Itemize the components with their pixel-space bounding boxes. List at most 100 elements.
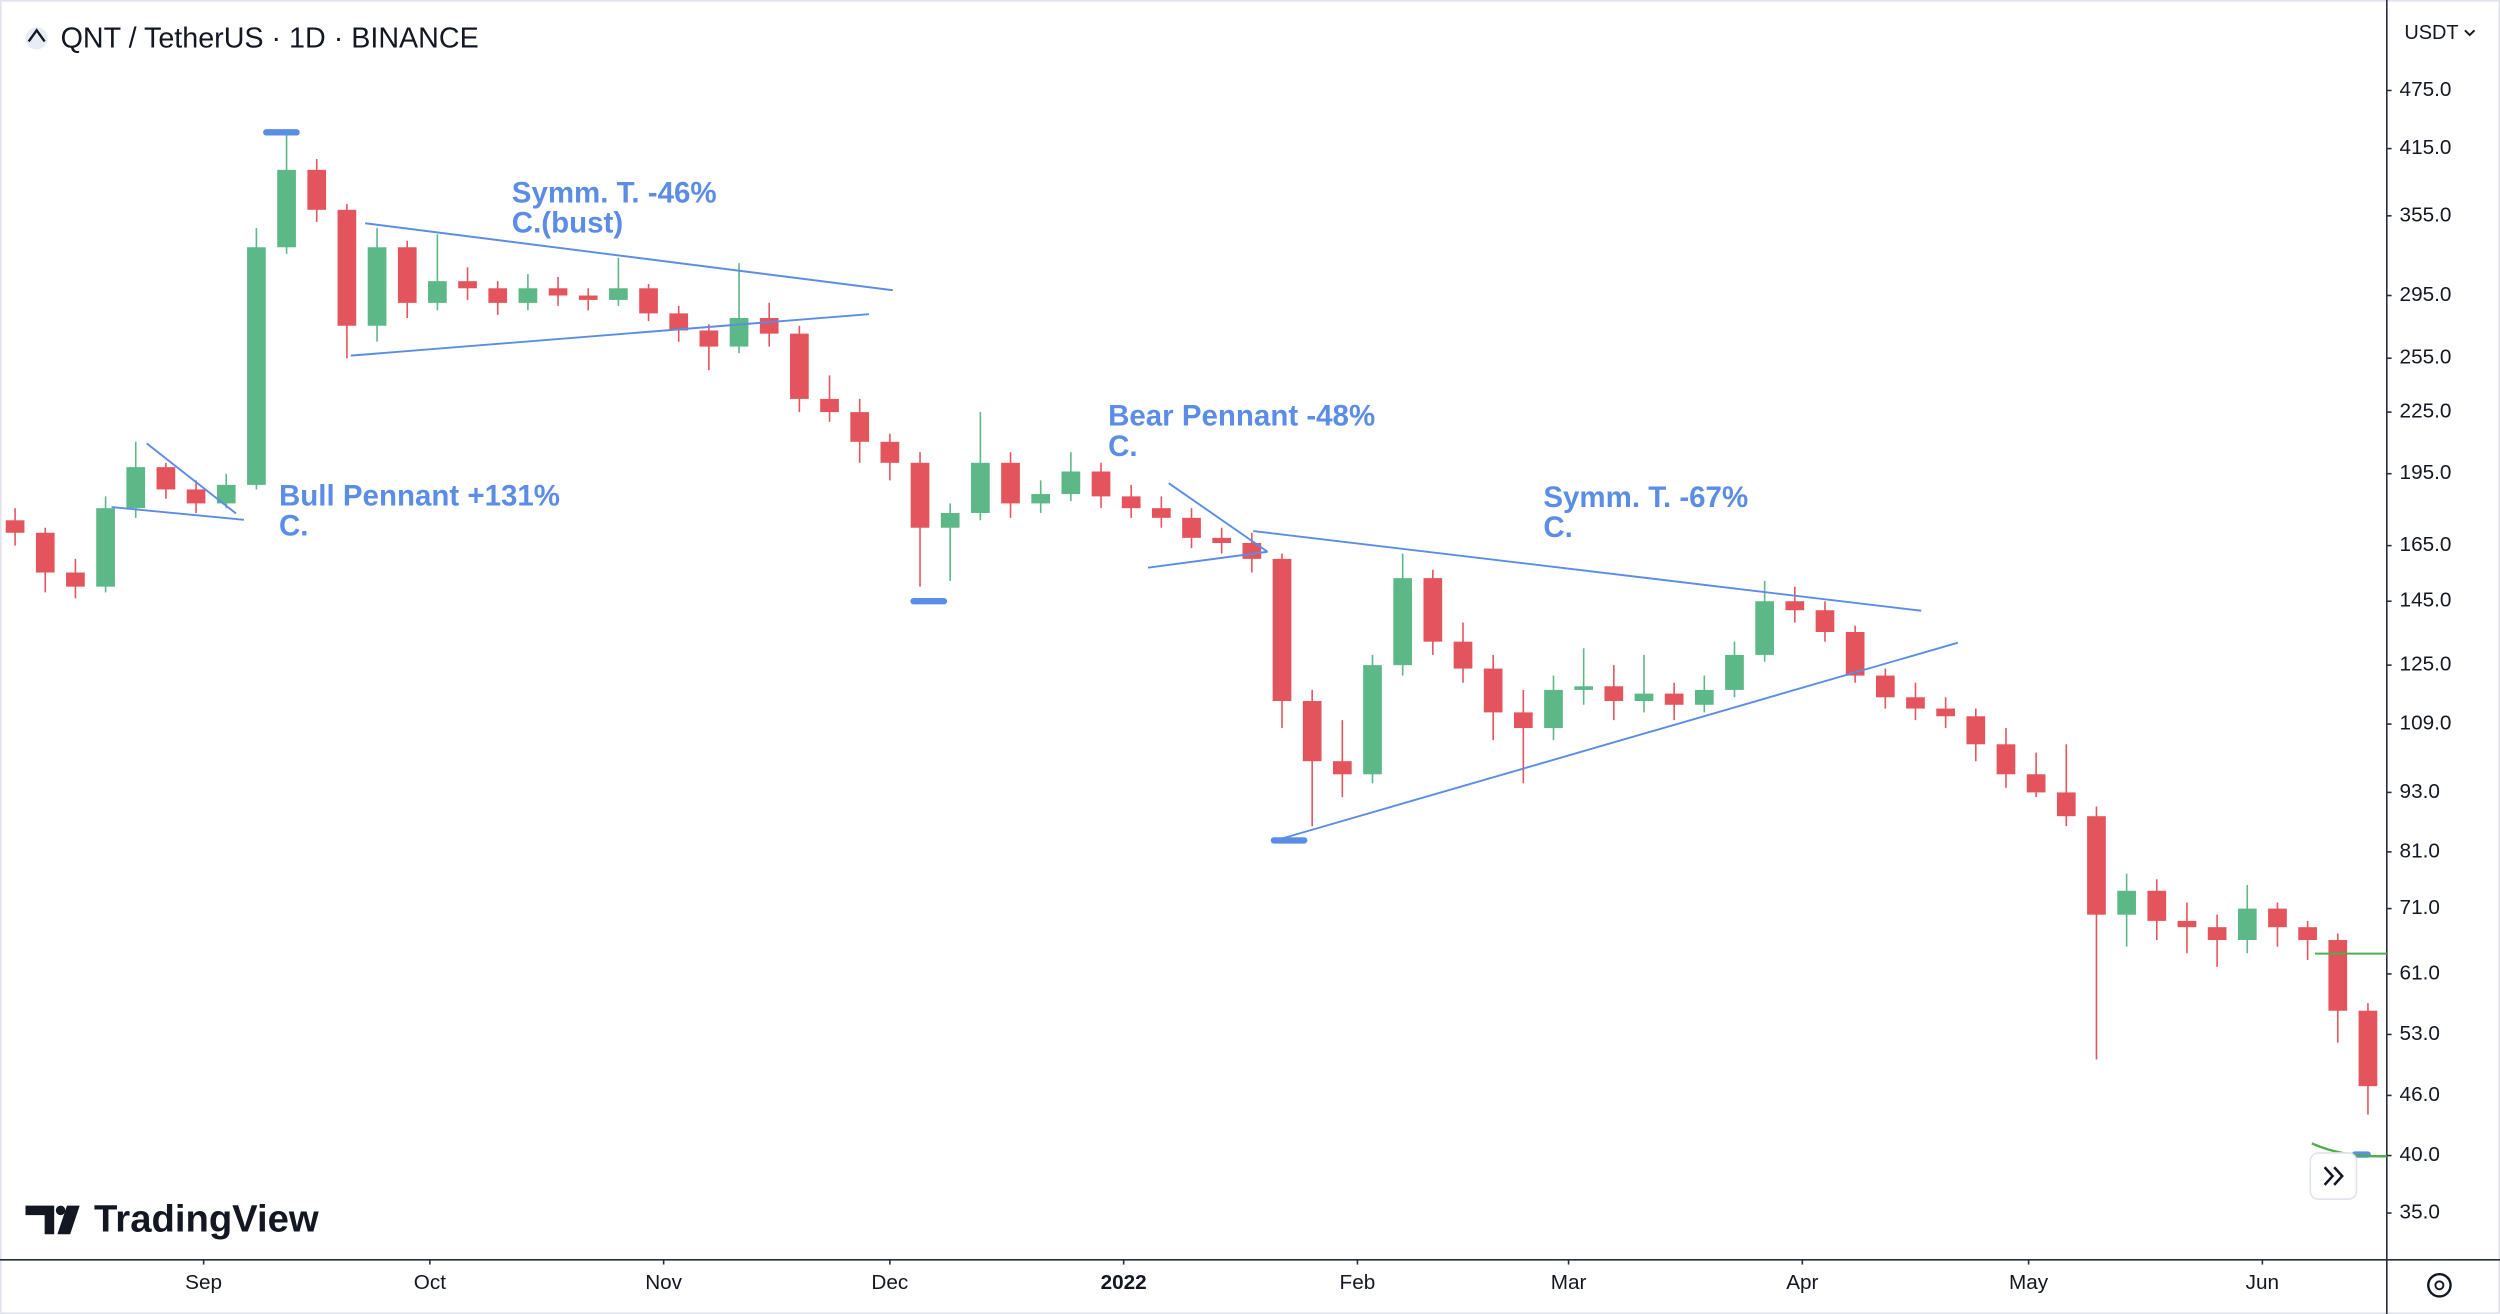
- candle-body: [1664, 693, 1684, 705]
- y-tick-label: 71.0: [2400, 896, 2440, 919]
- x-tick-label: Oct: [414, 1271, 446, 1294]
- candle-body: [458, 281, 477, 289]
- candle-body: [1725, 654, 1744, 690]
- candle-body: [1966, 716, 1986, 745]
- annotation: Bull Pennant +131%: [279, 479, 560, 512]
- y-tick-label: 125.0: [2400, 653, 2452, 676]
- brand: TradingView: [94, 1198, 319, 1241]
- candle-body: [247, 247, 266, 485]
- candle-body: [186, 489, 206, 504]
- y-tick-label: 195.0: [2400, 461, 2452, 484]
- logo-mark: [25, 1205, 55, 1235]
- x-tick-label: Dec: [871, 1271, 908, 1294]
- x-tick-label: 2022: [1101, 1271, 1147, 1294]
- candle-body: [5, 520, 25, 533]
- candle-body: [940, 512, 960, 528]
- brand-logo: [25, 1205, 80, 1235]
- annotation: C.: [1543, 511, 1572, 544]
- candle-body: [910, 462, 930, 528]
- candle-body: [277, 169, 296, 248]
- settings-button[interactable]: [2427, 1272, 2452, 1298]
- candle-body: [820, 398, 839, 413]
- y-tick-label: 295.0: [2400, 283, 2452, 306]
- annotation: Bear Pennant -48%: [1108, 400, 1375, 433]
- candle-body: [548, 288, 568, 296]
- candle-body: [1151, 508, 1171, 518]
- logo-mark: [57, 1205, 80, 1235]
- x-tick-label: Sep: [185, 1271, 222, 1294]
- candle-body: [2207, 927, 2227, 941]
- trendline: [350, 313, 870, 357]
- candle-body: [639, 288, 658, 314]
- candle-body: [1755, 601, 1774, 655]
- currency-chevron[interactable]: [2464, 29, 2476, 37]
- candle-body: [2358, 1010, 2378, 1087]
- candle-body: [850, 412, 870, 442]
- candle-body: [1031, 494, 1051, 504]
- candle-body: [971, 462, 990, 513]
- y-tick-label: 109.0: [2400, 712, 2452, 735]
- candle-body: [1544, 689, 1563, 729]
- candle-body: [367, 247, 387, 326]
- symbol-icon: [25, 27, 48, 50]
- expand-button[interactable]: [2309, 1152, 2358, 1200]
- candle-body: [1634, 693, 1654, 702]
- candle-body: [428, 281, 447, 303]
- candle-body: [35, 532, 55, 573]
- gear-center[interactable]: [2434, 1280, 2445, 1291]
- candle-body: [518, 288, 538, 303]
- candle-body: [1513, 712, 1533, 729]
- candle-body: [1453, 641, 1473, 669]
- icon: [27, 28, 46, 43]
- candle-body: [488, 288, 508, 303]
- y-tick-label: 415.0: [2400, 136, 2452, 159]
- candle-body: [790, 333, 809, 399]
- candle-body: [1423, 578, 1443, 642]
- candle-body: [729, 317, 749, 347]
- x-tick-label: Jun: [2246, 1271, 2279, 1294]
- candle-body: [96, 508, 115, 587]
- trendlines: [111, 222, 1959, 842]
- annotation: C.(bust): [512, 207, 623, 240]
- candle-body: [126, 467, 146, 509]
- y-tick-label: 225.0: [2400, 400, 2452, 423]
- candle-body: [2147, 890, 2167, 921]
- logo-dot: [55, 1205, 66, 1216]
- candle-body: [1212, 537, 1232, 544]
- x-tick-label: Feb: [1340, 1271, 1376, 1294]
- candle-body: [1182, 517, 1201, 538]
- candle-body: [66, 572, 85, 587]
- candle-body: [2087, 816, 2106, 915]
- candle-body: [2117, 890, 2136, 915]
- trendline: [364, 222, 893, 292]
- x-tick-label: Nov: [645, 1271, 682, 1294]
- annotation: C.: [279, 510, 308, 543]
- candle-body: [1091, 471, 1111, 497]
- annotation: Symm. T. -67%: [1543, 481, 1748, 514]
- trendline: [111, 506, 245, 521]
- currency[interactable]: USDT: [2404, 22, 2458, 44]
- annotation: Symm. T. -46%: [512, 176, 717, 209]
- trendline: [146, 442, 237, 515]
- candle-body: [609, 288, 628, 300]
- candle-body: [1121, 496, 1141, 509]
- candle-body: [759, 317, 779, 334]
- candle-body: [216, 484, 236, 504]
- candle-body: [1483, 668, 1503, 713]
- candle-body: [1996, 744, 2016, 775]
- y-tick-label: 145.0: [2400, 589, 2452, 612]
- gear[interactable]: [2427, 1272, 2452, 1298]
- candle-body: [1906, 697, 1925, 709]
- button-icon[interactable]: [2323, 1166, 2344, 1186]
- y-tick-label: 81.0: [2400, 839, 2440, 862]
- candle-body: [1061, 471, 1081, 495]
- icon-bg: [25, 27, 48, 50]
- candle-body: [1815, 610, 1835, 632]
- trendline: [1168, 482, 1269, 553]
- candle-body: [669, 313, 689, 331]
- y-tick-label: 165.0: [2400, 533, 2452, 556]
- y-tick-label: 35.0: [2400, 1201, 2440, 1224]
- candle-body: [1936, 708, 1955, 717]
- candle-body: [1363, 665, 1382, 775]
- candle-body: [337, 209, 357, 326]
